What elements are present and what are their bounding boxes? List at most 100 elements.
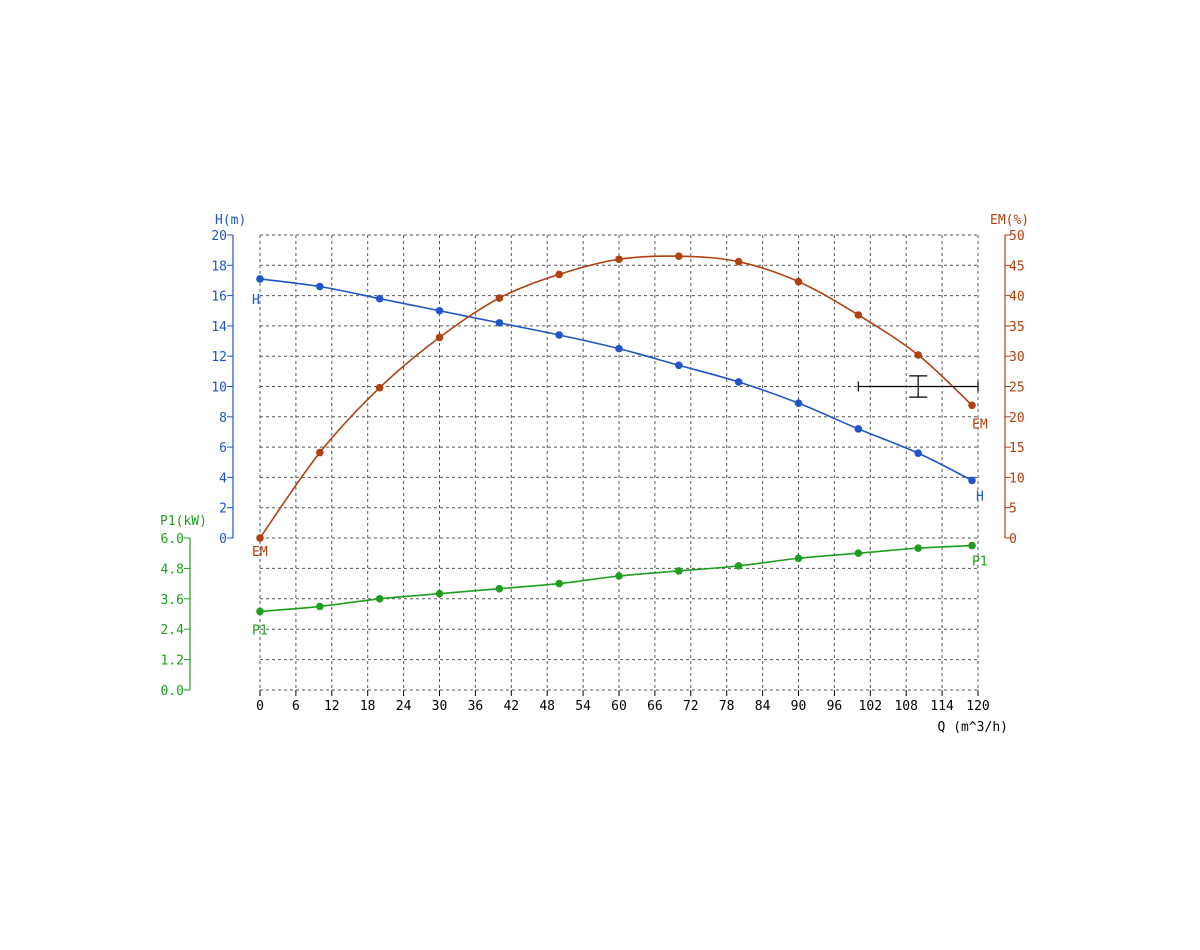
x-axis-label: Q (m^3/h) [938, 720, 1008, 735]
x-tick-label: 102 [859, 699, 882, 714]
x-tick-label: 18 [360, 699, 376, 714]
em-tick-label: 45 [1009, 259, 1025, 274]
series-end-label: P1 [252, 623, 268, 638]
operating-point [857, 375, 979, 398]
x-tick-label: 24 [396, 699, 412, 714]
data-point [968, 476, 976, 485]
x-tick-label: 48 [539, 699, 555, 714]
data-point [968, 401, 976, 410]
em-tick-label: 10 [1009, 471, 1025, 486]
em-tick-label: 20 [1009, 411, 1025, 426]
x-tick-label: 6 [292, 699, 300, 714]
data-point [854, 425, 863, 433]
data-point [375, 294, 384, 303]
data-point [675, 567, 683, 575]
data-point [794, 277, 803, 286]
x-tick-label: 12 [324, 699, 340, 714]
series-end-label: H [252, 293, 260, 308]
series-line-h [259, 278, 973, 482]
series-em: EM EM [252, 252, 988, 560]
data-point [375, 383, 384, 392]
x-tick-label: 78 [719, 699, 735, 714]
data-point [914, 351, 922, 359]
h-tick-label: 12 [211, 350, 227, 365]
data-point [794, 399, 803, 407]
x-tick-label: 84 [755, 699, 771, 714]
data-point [256, 607, 264, 616]
em-tick-label: 30 [1009, 350, 1025, 365]
data-point [435, 589, 444, 598]
data-point [435, 306, 444, 315]
data-point [256, 275, 264, 283]
data-point [734, 257, 743, 266]
data-point [555, 331, 563, 339]
h-tick-label: 16 [211, 290, 227, 305]
em-tick-label: 40 [1009, 290, 1025, 305]
data-point [854, 549, 863, 557]
data-point [854, 311, 863, 319]
h-tick-label: 14 [211, 320, 227, 335]
data-point [675, 361, 683, 370]
data-point [316, 448, 324, 457]
p1-axis-label: P1(kW) [160, 514, 207, 529]
data-point [555, 270, 563, 279]
h-axis-label: H(m) [215, 213, 246, 228]
data-point [615, 572, 623, 580]
data-point [615, 344, 623, 353]
x-tick-label: 30 [432, 699, 448, 714]
data-point [375, 595, 384, 603]
data-point [734, 378, 743, 386]
x-tick-label: 72 [683, 699, 699, 714]
series-end-label: H [976, 489, 984, 504]
data-point [555, 579, 563, 588]
x-tick-label: 120 [966, 699, 989, 714]
h-tick-label: 10 [211, 381, 227, 396]
data-point [316, 282, 324, 291]
x-tick-label: 90 [791, 699, 807, 714]
axes: 0 6 12 18 24 30 36 42 48 54 60 66 72 78 84 90 96 102 108 11… [160, 213, 1029, 735]
data-point [914, 544, 922, 552]
em-tick-label: 15 [1009, 441, 1025, 456]
x-tick-label: 66 [647, 699, 663, 714]
series-end-label: EM [252, 545, 268, 560]
x-tick-label: 96 [827, 699, 843, 714]
data-point [256, 534, 264, 542]
data-point [968, 541, 976, 550]
x-tick-label: 114 [930, 699, 954, 714]
data-point [435, 333, 444, 342]
data-point [495, 319, 504, 327]
h-tick-label: 20 [211, 229, 227, 244]
x-tick-label: 54 [575, 699, 591, 714]
em-tick-label: 0 [1009, 532, 1017, 547]
em-tick-label: 5 [1009, 502, 1017, 517]
h-tick-label: 4 [219, 471, 227, 486]
p1-tick-label: 2.4 [161, 623, 185, 638]
p1-tick-label: 0.0 [161, 684, 184, 699]
h-tick-label: 18 [211, 259, 227, 274]
x-tick-label: 60 [611, 699, 627, 714]
data-point [794, 554, 803, 563]
h-tick-label: 8 [219, 411, 227, 426]
p1-tick-label: 4.8 [161, 562, 184, 577]
data-point [316, 602, 324, 611]
p1-tick-label: 6.0 [161, 532, 184, 547]
h-tick-label: 2 [219, 502, 227, 517]
x-tick-label: 42 [503, 699, 519, 714]
em-tick-label: 25 [1009, 381, 1025, 396]
x-tick-label: 0 [256, 699, 264, 714]
h-tick-label: 0 [219, 532, 227, 547]
data-point [495, 584, 504, 593]
series-h: HH [252, 275, 984, 504]
em-axis-label: EM(%) [990, 213, 1029, 228]
grid-lines [259, 234, 979, 691]
data-point [734, 562, 743, 570]
p1-tick-label: 1.2 [161, 654, 184, 669]
data-point [615, 255, 623, 264]
p1-tick-label: 3.6 [161, 593, 184, 608]
em-tick-label: 50 [1009, 229, 1025, 244]
series-line-em [259, 255, 973, 539]
series-p1: P1 P1 [252, 541, 988, 638]
h-tick-label: 6 [219, 441, 227, 456]
